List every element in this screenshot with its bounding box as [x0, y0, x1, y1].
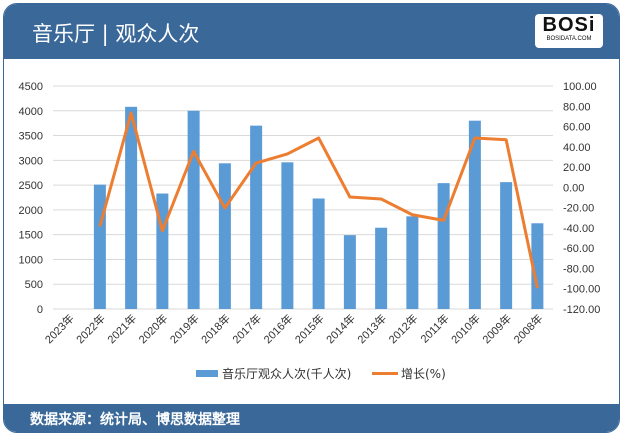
x-axis-tick-label: 2012年 [386, 311, 421, 346]
bosi-logo: BOSi BOSIDATA.COM [535, 14, 603, 48]
right-axis-tick-label: 100.00 [563, 81, 597, 93]
left-axis-tick-label: 4500 [19, 81, 43, 93]
right-axis-tick-label: 60.00 [563, 122, 591, 134]
legend-bar-swatch [196, 370, 218, 377]
x-axis-tick-label: 2017年 [229, 311, 264, 346]
bar [281, 162, 294, 309]
header-bar: 音乐厅 | 观众人次 BOSi BOSIDATA.COM [4, 4, 619, 59]
legend-bar-label: 音乐厅观众人次(千人次) [222, 366, 351, 381]
x-axis-tick-label: 2016年 [261, 311, 296, 346]
x-axis-tick-label: 2022年 [73, 311, 108, 346]
x-axis-tick-label: 2023年 [42, 311, 77, 346]
x-axis-tick-label: 2021年 [104, 311, 139, 346]
footer-bar: 数据来源：统计局、博思数据整理 [4, 404, 619, 432]
bar [406, 216, 419, 309]
x-axis-tick-label: 2020年 [136, 311, 171, 346]
chart-title: 音乐厅 | 观众人次 [32, 22, 200, 46]
x-axis-tick-label: 2009年 [479, 311, 514, 346]
bar [343, 235, 356, 309]
right-axis-tick-label: -20.00 [563, 203, 594, 215]
left-axis-tick-label: 2000 [19, 205, 43, 217]
legend-line-label: 增长(%) [401, 367, 446, 381]
data-source: 数据来源：统计局、博思数据整理 [30, 412, 240, 428]
x-axis-tick-label: 2008年 [511, 311, 546, 346]
bar [187, 110, 200, 310]
bar [375, 227, 388, 309]
bar [437, 183, 450, 309]
right-axis-tick-label: -60.00 [563, 243, 594, 255]
bar [500, 182, 513, 309]
left-axis-tick-label: 0 [37, 304, 43, 316]
bar [125, 106, 138, 310]
bar [312, 198, 325, 309]
right-axis-tick-label: 40.00 [563, 142, 591, 154]
x-axis-tick-label: 2018年 [198, 311, 233, 346]
left-axis-tick-label: 500 [25, 279, 43, 291]
x-axis-tick-label: 2014年 [323, 311, 358, 346]
right-axis-tick-label: -40.00 [563, 223, 594, 235]
right-axis-tick-label: 0.00 [563, 182, 584, 194]
bar [468, 120, 481, 309]
left-axis-tick-label: 2500 [19, 180, 43, 192]
bar [93, 184, 106, 309]
bar [218, 163, 231, 309]
left-axis-tick-label: 1500 [19, 230, 43, 242]
x-axis-tick-label: 2011年 [417, 311, 451, 345]
left-axis-tick-label: 4000 [19, 106, 43, 118]
right-axis-tick-label: -100.00 [563, 284, 600, 296]
x-axis-tick-label: 2013年 [354, 311, 389, 346]
right-axis-tick-label: 20.00 [563, 162, 591, 174]
left-axis-tick-label: 3000 [19, 155, 43, 167]
left-axis-tick-label: 1000 [19, 254, 43, 266]
right-axis-tick-label: 80.00 [563, 101, 591, 113]
x-axis-tick-label: 2019年 [167, 311, 202, 346]
bar [250, 125, 263, 310]
x-axis-tick-label: 2015年 [292, 311, 327, 346]
right-axis-tick-label: -120.00 [563, 304, 600, 316]
left-axis-tick-label: 3500 [19, 131, 43, 143]
x-axis-tick-label: 2010年 [448, 311, 483, 346]
bar [531, 223, 544, 309]
right-axis-tick-label: -80.00 [563, 263, 594, 275]
